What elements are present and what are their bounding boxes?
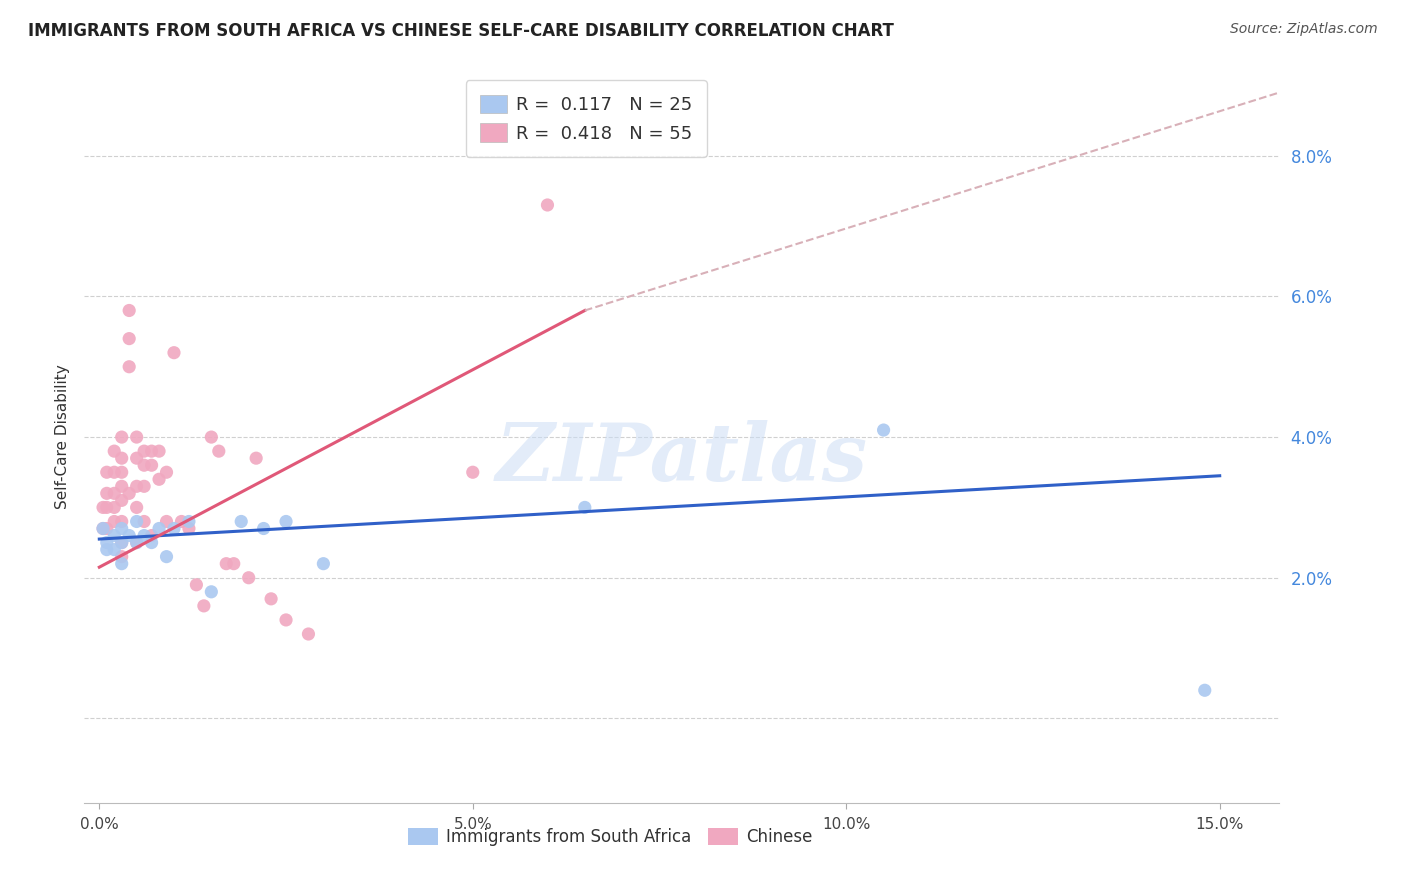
- Point: [222, 557, 245, 571]
- Point: [103, 542, 125, 557]
- Point: [163, 521, 186, 535]
- Point: [118, 486, 141, 500]
- Point: [132, 528, 156, 542]
- Point: [132, 515, 156, 529]
- Point: [163, 345, 186, 359]
- Point: [111, 451, 134, 466]
- Point: [125, 535, 148, 549]
- Point: [96, 486, 118, 500]
- Point: [111, 535, 134, 549]
- Point: [148, 444, 170, 458]
- Point: [238, 571, 260, 585]
- Text: Source: ZipAtlas.com: Source: ZipAtlas.com: [1230, 22, 1378, 37]
- Point: [155, 465, 177, 479]
- Point: [132, 458, 156, 473]
- Point: [193, 599, 215, 613]
- Point: [253, 521, 276, 535]
- Point: [186, 578, 208, 592]
- Point: [200, 430, 222, 444]
- Point: [297, 627, 319, 641]
- Point: [111, 521, 134, 535]
- Point: [125, 500, 148, 515]
- Point: [111, 557, 134, 571]
- Point: [155, 549, 177, 564]
- Point: [245, 451, 267, 466]
- Point: [96, 465, 118, 479]
- Point: [536, 198, 558, 212]
- Point: [125, 451, 148, 466]
- Point: [148, 472, 170, 486]
- Legend: Immigrants from South Africa, Chinese: Immigrants from South Africa, Chinese: [401, 822, 820, 853]
- Point: [111, 515, 134, 529]
- Point: [177, 521, 200, 535]
- Point: [91, 521, 114, 535]
- Point: [91, 500, 114, 515]
- Point: [125, 479, 148, 493]
- Point: [125, 535, 148, 549]
- Point: [111, 465, 134, 479]
- Point: [96, 542, 118, 557]
- Point: [208, 444, 231, 458]
- Y-axis label: Self-Care Disability: Self-Care Disability: [55, 365, 70, 509]
- Point: [872, 423, 894, 437]
- Point: [461, 465, 484, 479]
- Point: [103, 465, 125, 479]
- Point: [141, 528, 163, 542]
- Point: [177, 515, 200, 529]
- Point: [200, 584, 222, 599]
- Point: [118, 528, 141, 542]
- Point: [125, 430, 148, 444]
- Point: [260, 591, 283, 606]
- Point: [96, 535, 118, 549]
- Text: ZIPatlas: ZIPatlas: [496, 420, 868, 498]
- Point: [574, 500, 596, 515]
- Point: [155, 515, 177, 529]
- Point: [132, 444, 156, 458]
- Point: [118, 303, 141, 318]
- Point: [274, 613, 297, 627]
- Point: [118, 359, 141, 374]
- Point: [148, 521, 170, 535]
- Point: [231, 515, 253, 529]
- Point: [111, 549, 134, 564]
- Point: [141, 535, 163, 549]
- Point: [103, 486, 125, 500]
- Point: [111, 535, 134, 549]
- Point: [91, 521, 114, 535]
- Point: [170, 515, 193, 529]
- Point: [96, 500, 118, 515]
- Point: [96, 521, 118, 535]
- Point: [103, 444, 125, 458]
- Point: [132, 479, 156, 493]
- Point: [141, 458, 163, 473]
- Point: [141, 444, 163, 458]
- Point: [118, 332, 141, 346]
- Point: [103, 528, 125, 542]
- Point: [111, 479, 134, 493]
- Point: [111, 493, 134, 508]
- Point: [215, 557, 238, 571]
- Point: [103, 500, 125, 515]
- Point: [274, 515, 297, 529]
- Point: [111, 430, 134, 444]
- Text: IMMIGRANTS FROM SOUTH AFRICA VS CHINESE SELF-CARE DISABILITY CORRELATION CHART: IMMIGRANTS FROM SOUTH AFRICA VS CHINESE …: [28, 22, 894, 40]
- Point: [312, 557, 335, 571]
- Point: [125, 515, 148, 529]
- Point: [103, 515, 125, 529]
- Point: [1194, 683, 1216, 698]
